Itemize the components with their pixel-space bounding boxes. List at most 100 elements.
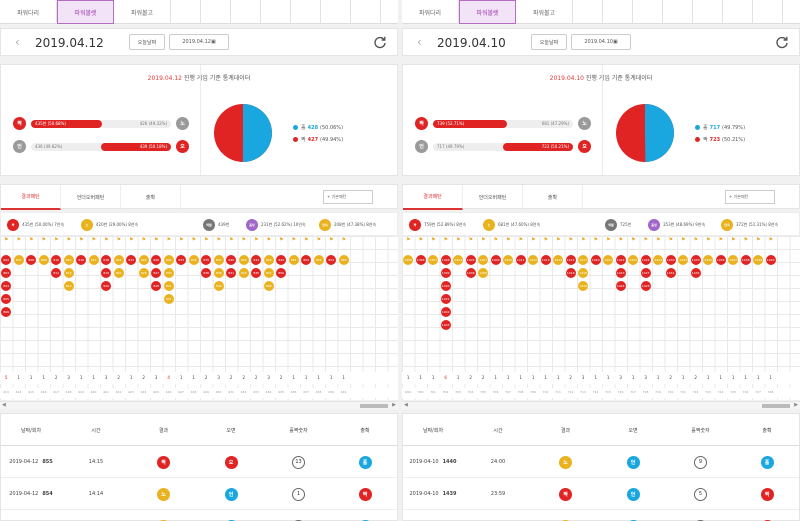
flag-marker: ⚑: [253, 237, 259, 243]
pattern-cell: 1424: [615, 281, 626, 291]
flag-marker: ⚑: [228, 237, 234, 243]
pattern-cell: 816: [76, 255, 87, 265]
summary-item: 노 420번 (29.00%) 8연속: [81, 218, 138, 232]
pattern-cell: 835: [201, 255, 212, 265]
summary-ball: 노: [483, 219, 495, 231]
table-row: 2019-04-12 855 14:15 짝 오 13 홀: [1, 446, 397, 478]
streak-count: 3: [581, 375, 585, 380]
tab-3[interactable]: 파워볼고: [114, 0, 171, 24]
pattern-cell: 1438: [740, 255, 751, 265]
today-button[interactable]: 오늘날짜: [531, 34, 567, 50]
pattern-tab-2[interactable]: 언더오버패턴: [61, 185, 121, 210]
horizontal-scrollbar[interactable]: ◀ ▶: [0, 401, 398, 409]
refresh-icon[interactable]: [373, 34, 387, 49]
legend-label: 홀: [301, 125, 306, 131]
tab-empty: [573, 0, 603, 24]
today-button[interactable]: 오늘날짜: [129, 34, 165, 50]
round-number: 437: [303, 390, 309, 394]
pattern-tab-2[interactable]: 언더오버패턴: [463, 185, 523, 210]
streak-count: 1: [544, 375, 547, 380]
calendar-icon[interactable]: ▣: [612, 39, 618, 45]
pattern-cell: 1401: [440, 294, 451, 304]
round-number: 434: [265, 390, 272, 394]
overunder-ball: 언: [626, 455, 640, 469]
scroll-right-arrow[interactable]: ▶: [794, 402, 798, 408]
summary-item: 노 681번 (47.60%) 8연속: [483, 218, 540, 232]
tab-1[interactable]: 파워다리: [0, 0, 57, 24]
overunder-cell: 언: [598, 478, 668, 510]
date-bar: ‹ 2019.04.10 오늘날짜 2019.04.10 ▣: [402, 28, 800, 56]
date-input[interactable]: 2019.04.12 ▣: [169, 34, 229, 50]
pattern-tab-3[interactable]: 출확: [121, 185, 181, 210]
streak-count: 2: [254, 375, 258, 380]
flag-marker: ⚑: [3, 237, 9, 243]
round-number: 705: [480, 390, 486, 394]
tab-1[interactable]: 파워다리: [402, 0, 459, 24]
pattern-tab-3[interactable]: 출확: [523, 185, 583, 210]
stat-bar-right-label: 439 (50.18%): [139, 144, 167, 149]
streak-count: 3: [154, 375, 158, 380]
streak-count: 1: [681, 375, 685, 380]
chevron-left-icon[interactable]: ‹: [417, 35, 422, 49]
pattern-mode-select[interactable]: + 기본패턴: [323, 190, 373, 204]
pattern-cell: 854: [326, 255, 337, 265]
stat-ball-left: 언: [415, 140, 428, 153]
legend-value: 427: [307, 137, 319, 143]
round-number: 725: [730, 390, 736, 394]
round-number: 700: [417, 390, 424, 394]
flag-marker: ⚑: [303, 237, 309, 243]
round-number: 430: [215, 390, 222, 394]
pattern-summary: 짝 759번 (52.89%) 8연속 노 681번 (47.60%) 8연속 떡랄 72…: [402, 212, 800, 236]
scroll-thumb[interactable]: [360, 404, 388, 408]
streak-count: 1: [192, 375, 195, 380]
flag-marker: ⚑: [768, 237, 773, 243]
stat-bar-right-label: 681 (47.29%): [541, 121, 569, 126]
summary-item: 짝 759번 (52.89%) 8연속: [409, 218, 466, 232]
pattern-mode-select[interactable]: + 기본패턴: [725, 190, 775, 204]
refresh-icon[interactable]: [775, 34, 789, 49]
scroll-left-arrow[interactable]: ◀: [2, 402, 6, 408]
tab-empty: [201, 0, 231, 24]
flag-marker: ⚑: [493, 237, 498, 243]
scroll-right-arrow[interactable]: ▶: [392, 402, 396, 408]
round-number: 421: [103, 390, 109, 394]
streak-count: 1: [419, 375, 422, 380]
pattern-cell: 846: [263, 255, 274, 265]
summary-text: 439번: [218, 222, 230, 227]
scroll-left-arrow[interactable]: ◀: [404, 402, 408, 408]
overunder-ball: 언: [626, 487, 640, 501]
scroll-thumb[interactable]: [762, 404, 790, 408]
stat-bar-fill: [31, 120, 102, 128]
streak-count: 1: [556, 375, 560, 380]
flag-marker: ⚑: [455, 237, 461, 243]
streak-count: 2: [242, 375, 245, 380]
date-input-value: 2019.04.12: [182, 39, 211, 45]
tab-empty: [633, 0, 663, 24]
table-header-cell: 시간: [91, 427, 101, 434]
flag-marker: ⚑: [743, 237, 748, 243]
pattern-cell: 1439: [753, 255, 764, 265]
pattern-cell: 807: [13, 255, 24, 265]
tab-2[interactable]: 파워볼렛: [57, 0, 114, 24]
pattern-tab-1[interactable]: 결과패턴: [403, 185, 463, 210]
tab-2[interactable]: 파워볼렛: [459, 0, 516, 24]
oddeven-ball: 홀: [358, 455, 372, 469]
pattern-cell: 1408: [478, 268, 489, 278]
round-number: 712: [567, 390, 574, 394]
date-input[interactable]: 2019.04.10 ▣: [571, 34, 631, 50]
calendar-icon[interactable]: ▣: [210, 39, 216, 45]
stats-date: 2019.04.12: [147, 75, 182, 82]
flag-marker: ⚑: [518, 237, 523, 243]
pattern-cell: 1417: [578, 255, 589, 265]
pattern-cell: 833: [176, 255, 187, 265]
number-cell: 1: [266, 478, 331, 510]
pattern-tab-1[interactable]: 결과패턴: [1, 185, 61, 210]
pattern-cell: 823: [126, 255, 137, 265]
pattern-cell: 849: [276, 255, 287, 265]
round-number: 717: [630, 390, 636, 394]
horizontal-scrollbar[interactable]: ◀ ▶: [402, 401, 800, 409]
chevron-left-icon[interactable]: ‹: [15, 35, 20, 49]
number-ring: 9: [694, 455, 707, 469]
cell-round: 854: [42, 491, 53, 497]
tab-3[interactable]: 파워볼고: [516, 0, 573, 24]
